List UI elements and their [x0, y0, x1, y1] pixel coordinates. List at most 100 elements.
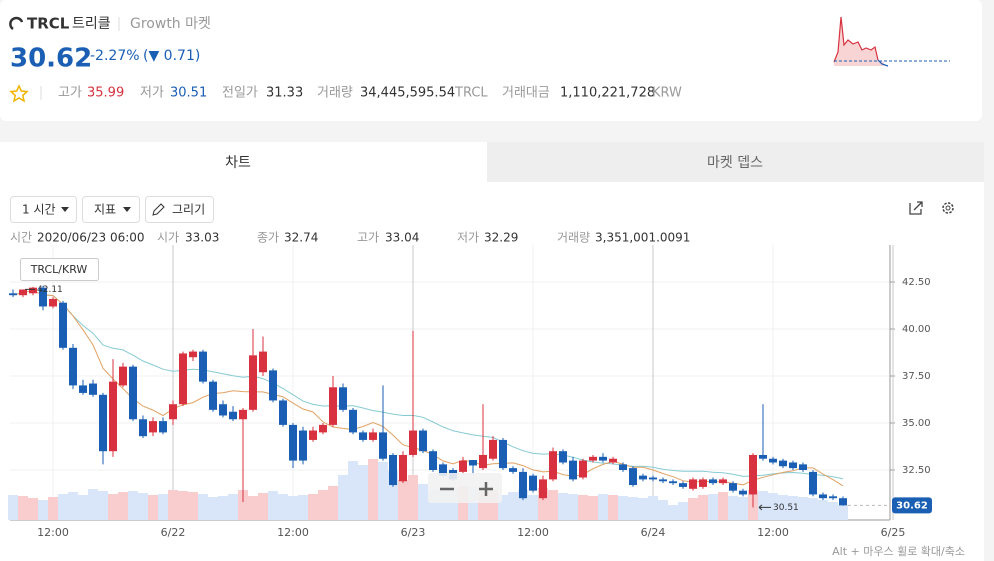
volume-bar: [688, 498, 698, 520]
candle-body: [429, 451, 437, 470]
popout-icon[interactable]: [909, 201, 923, 215]
volume-bar: [758, 491, 768, 520]
volume-bar: [418, 484, 428, 520]
stat-value: 35.99: [87, 86, 124, 101]
volume-bar: [838, 505, 848, 520]
volume-bar: [48, 497, 58, 520]
candle-body: [379, 432, 387, 459]
volume-bar: [438, 487, 448, 520]
stat-label: 저가: [140, 86, 164, 101]
candle-body: [69, 347, 77, 386]
candle-body: [339, 387, 347, 410]
candle-body: [479, 454, 487, 469]
candle-body: [169, 404, 177, 420]
info-value: 32.29: [484, 231, 518, 245]
volume-bar: [138, 493, 148, 520]
volume-bar: [368, 459, 378, 520]
volume-bar: [218, 496, 228, 520]
candle-body: [229, 411, 237, 420]
y-tick-label: 40.00: [902, 324, 931, 335]
low-marker-label: 30.51: [773, 503, 799, 513]
volume-bar: [378, 462, 388, 520]
volume-bar: [728, 496, 738, 520]
volume-bar: [468, 486, 478, 520]
volume-bar: [478, 492, 488, 520]
volume-bar: [58, 494, 68, 520]
candle-body: [679, 483, 687, 487]
candle-body: [649, 477, 657, 480]
interval-label: 1 시간: [22, 203, 56, 217]
volume-bar: [528, 495, 538, 520]
candle-body: [689, 479, 697, 489]
tab-inactive[interactable]: [487, 142, 984, 182]
candle-body: [699, 479, 707, 487]
info-label: 고가: [357, 231, 379, 245]
candle-body: [729, 483, 737, 491]
stat-label: 거래대금: [502, 86, 550, 101]
candle-body: [759, 454, 767, 459]
interval-button[interactable]: [10, 196, 77, 223]
candle-body: [39, 287, 47, 307]
symbol: TRCL: [27, 15, 70, 33]
volume-bar: [328, 486, 338, 520]
settings-icon[interactable]: [942, 202, 954, 214]
volume-bar: [28, 498, 38, 520]
info-label: 거래량: [557, 231, 590, 245]
y-tick-label: 35.00: [902, 418, 931, 429]
draw-button[interactable]: [145, 196, 214, 223]
stat-value: 34,445,595.54: [360, 86, 455, 101]
candle-body: [359, 432, 367, 440]
candle-body: [49, 298, 57, 307]
favorite-star[interactable]: [9, 84, 29, 103]
volume-bar: [788, 496, 798, 520]
stat-label: 전일가: [222, 86, 258, 101]
price-tag: [892, 497, 932, 514]
candle-body: [9, 293, 17, 296]
candle-body: [269, 370, 277, 401]
volume-bar: [608, 495, 618, 520]
stat-value: 30.51: [170, 86, 207, 101]
candle-body: [659, 479, 667, 482]
info-label: 저가: [457, 231, 479, 245]
x-tick-label: 6/22: [161, 526, 186, 539]
zoom-hint: Alt + 마우스 휠로 확대/축소: [832, 545, 965, 558]
volume-bar: [248, 496, 258, 520]
x-tick-label: 12:00: [757, 526, 789, 539]
tab-chart[interactable]: 차트: [225, 155, 251, 171]
ma-long: [12, 290, 844, 480]
dropdown-caret: [123, 207, 131, 212]
zoom-in[interactable]: [479, 482, 493, 496]
volume-bar: [208, 497, 218, 520]
candle-body: [549, 451, 557, 480]
indicator-button[interactable]: [82, 196, 140, 223]
indicator-label: 지표: [94, 203, 116, 217]
candle-body: [799, 464, 807, 470]
volume-bar: [618, 496, 628, 520]
candle-body: [499, 439, 507, 469]
plot: 32.50 35.00 37.50 40.00 42.50 12:00 6/22 12:00 6…: [8, 245, 932, 539]
tab-depth[interactable]: 마켓 뎁스: [707, 155, 763, 171]
candle-body: [209, 381, 217, 410]
candle-body: [279, 400, 287, 425]
x-tick-label: 6/24: [641, 526, 666, 539]
dropdown-caret: [61, 207, 69, 212]
candle-body: [779, 460, 787, 467]
candle-body: [459, 460, 467, 472]
volume-bar: [718, 492, 728, 520]
volume-bar: [658, 500, 668, 520]
volume-bar: [538, 488, 548, 520]
candle-body: [739, 490, 747, 495]
volume-bar: [578, 495, 588, 520]
candle-body: [389, 454, 397, 486]
candle-body: [319, 424, 327, 433]
candle-body: [369, 432, 377, 440]
info-label: 시가: [157, 231, 179, 245]
stat-value: 31.33: [266, 86, 303, 101]
candle-body: [149, 421, 157, 433]
candle-body: [419, 430, 427, 452]
high-marker-label: 42.11: [37, 285, 63, 295]
candle-body: [749, 454, 757, 495]
y-tick-label: 32.50: [902, 465, 931, 476]
x-tick-label: 6/23: [401, 526, 426, 539]
